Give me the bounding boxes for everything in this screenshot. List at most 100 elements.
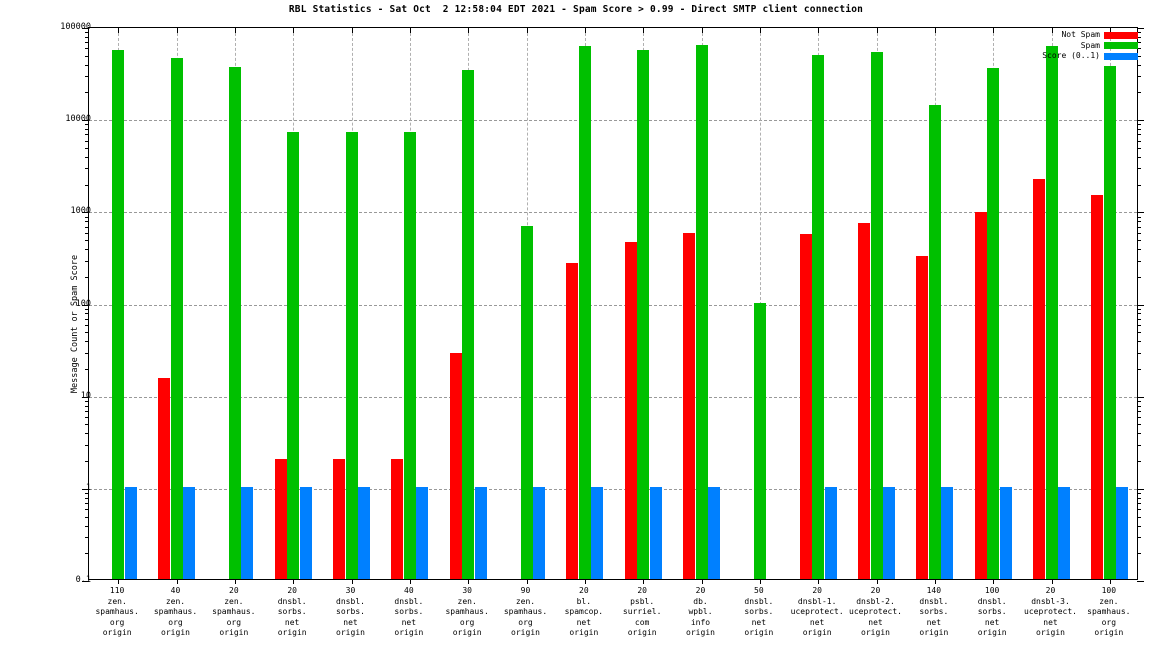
legend-color-swatch xyxy=(1104,42,1138,50)
x-axis-category-label: 20 db. wpbl. info origin xyxy=(686,586,715,637)
bar-spam xyxy=(928,104,941,579)
x-tick xyxy=(351,579,353,584)
x-axis-category-label: 20 zen. spamhaus. org origin xyxy=(212,586,256,637)
y-axis-tick-label: 10 xyxy=(80,390,91,401)
x-axis-category-label: 110 zen. spamhaus. org origin xyxy=(95,586,139,637)
y-tick-minor xyxy=(85,318,89,320)
x-axis-category-label: 140 dnsbl. sorbs. net origin xyxy=(919,586,949,637)
y-tick-minor xyxy=(85,461,89,463)
y-tick-minor xyxy=(85,92,89,94)
y-tick-minor xyxy=(85,156,89,158)
x-tick xyxy=(176,579,178,584)
y-tick-minor-right xyxy=(1137,525,1141,527)
x-tick-top xyxy=(993,28,995,33)
x-tick xyxy=(293,579,295,584)
bar-spam xyxy=(345,132,358,579)
y-tick-minor xyxy=(85,147,89,149)
x-tick xyxy=(118,579,120,584)
bar-not-spam xyxy=(449,353,462,579)
y-tick-minor xyxy=(85,352,89,354)
gridline-horizontal xyxy=(89,120,1137,122)
bar-score-0-1 xyxy=(1058,486,1070,579)
y-axis-tick-label: 100 xyxy=(75,298,91,309)
y-tick-minor xyxy=(85,64,89,66)
x-tick xyxy=(701,579,703,584)
gridline-horizontal xyxy=(89,396,1137,398)
y-tick-minor xyxy=(85,405,89,407)
y-tick-major-right xyxy=(1137,488,1144,490)
y-tick-minor-right xyxy=(1137,140,1141,142)
bar-spam xyxy=(287,132,300,579)
y-tick-major-right xyxy=(1137,396,1144,398)
x-axis-category-label: 20 dnsbl. sorbs. net origin xyxy=(277,586,307,637)
y-tick-minor-right xyxy=(1137,260,1141,262)
y-tick-minor-right xyxy=(1137,424,1141,426)
bar-not-spam xyxy=(158,378,170,579)
y-tick-minor-right xyxy=(1137,48,1141,50)
y-tick-minor-right xyxy=(1137,444,1141,446)
y-tick-minor xyxy=(85,216,89,218)
legend-label: Score (0..1) xyxy=(1042,51,1100,60)
x-axis-category-label: 20 dnsbl-3. uceprotect. net origin xyxy=(1024,586,1077,637)
x-tick-top xyxy=(1109,28,1111,33)
legend-entry: Not Spam xyxy=(1042,30,1138,41)
bar-spam xyxy=(695,45,708,579)
y-tick-minor-right xyxy=(1137,308,1141,310)
x-tick xyxy=(818,579,820,584)
x-axis-category-label: 30 zen. spamhaus. org origin xyxy=(445,586,489,637)
plot-area xyxy=(82,27,1144,584)
y-tick-minor xyxy=(85,55,89,57)
y-tick-minor xyxy=(85,410,89,412)
y-tick-major xyxy=(82,120,89,122)
y-tick-minor-right xyxy=(1137,32,1141,34)
bar-score-0-1 xyxy=(708,486,720,579)
bar-score-0-1 xyxy=(941,486,954,579)
bar-spam xyxy=(987,68,1000,579)
bar-spam xyxy=(228,66,241,579)
y-tick-minor-right xyxy=(1137,503,1141,505)
y-tick-minor-right xyxy=(1137,232,1141,234)
y-tick-minor-right xyxy=(1137,318,1141,320)
y-tick-major xyxy=(82,581,89,582)
y-tick-minor xyxy=(85,433,89,435)
y-tick-minor xyxy=(85,276,89,278)
bar-score-0-1 xyxy=(824,486,837,579)
x-axis-category-label: 100 dnsbl. sorbs. net origin xyxy=(977,586,1007,637)
x-tick-top xyxy=(876,28,878,33)
y-tick-major xyxy=(82,212,89,214)
y-tick-minor-right xyxy=(1137,324,1141,326)
y-tick-minor xyxy=(85,32,89,34)
y-tick-minor xyxy=(85,232,89,234)
y-tick-minor xyxy=(85,341,89,343)
gridline-horizontal xyxy=(89,212,1137,214)
y-tick-minor-right xyxy=(1137,341,1141,343)
y-tick-minor-right xyxy=(1137,124,1141,126)
y-tick-minor xyxy=(85,308,89,310)
y-tick-minor xyxy=(85,497,89,499)
y-tick-minor-right xyxy=(1137,76,1141,78)
y-tick-minor xyxy=(85,368,89,370)
bar-score-0-1 xyxy=(999,486,1012,579)
y-tick-minor xyxy=(85,124,89,126)
x-axis-category-label: 90 zen. spamhaus. org origin xyxy=(503,586,548,637)
y-tick-minor-right xyxy=(1137,461,1141,463)
bar-score-0-1 xyxy=(416,486,429,579)
y-tick-major-right xyxy=(1137,28,1144,29)
y-axis-tick-label: 1 xyxy=(85,482,91,493)
y-tick-minor xyxy=(85,42,89,44)
x-tick-top xyxy=(351,28,353,33)
x-axis-category-label: 20 dnsbl-2. uceprotect. net origin xyxy=(849,586,902,637)
bar-score-0-1 xyxy=(474,486,487,579)
y-tick-minor xyxy=(85,240,89,242)
y-tick-minor xyxy=(85,249,89,250)
y-axis-tick-label: 10000 xyxy=(65,114,91,125)
x-axis-category-label: 40 zen. spamhaus. org origin xyxy=(153,586,198,637)
y-tick-minor xyxy=(85,400,89,402)
x-tick xyxy=(993,579,995,584)
bar-spam xyxy=(1045,46,1058,579)
x-tick-top xyxy=(234,28,236,33)
x-tick-top xyxy=(584,28,586,33)
legend-entry: Score (0..1) xyxy=(1042,51,1138,62)
x-tick xyxy=(643,579,645,584)
